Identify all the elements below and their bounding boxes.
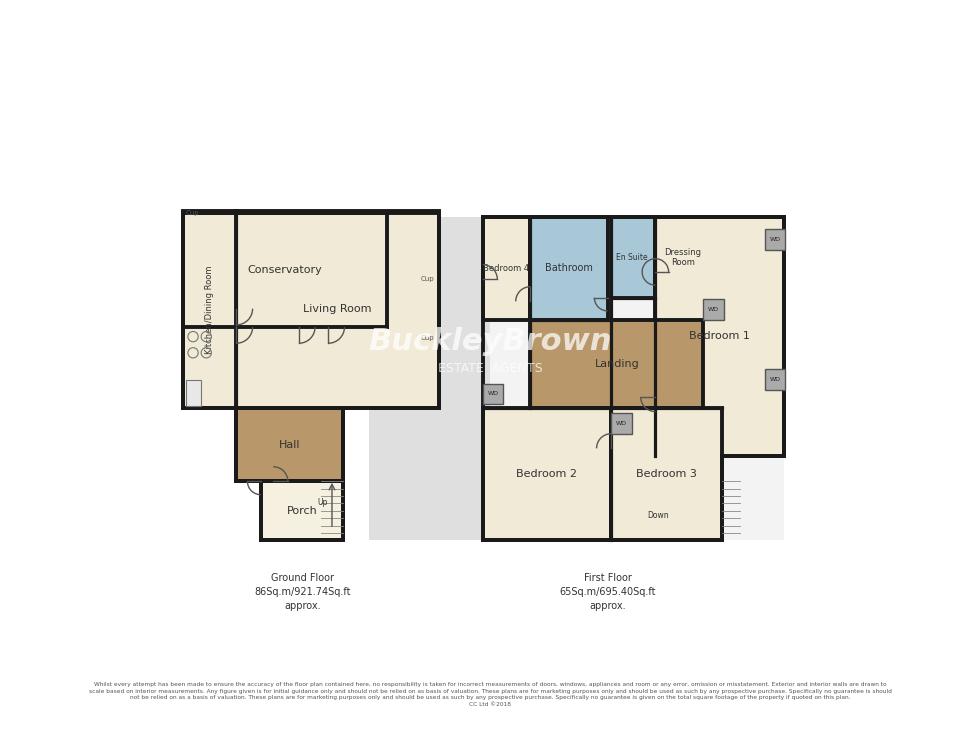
Bar	[703, 299, 723, 320]
Text: Down: Down	[647, 512, 668, 520]
Bar	[612, 413, 632, 434]
Bar	[482, 217, 530, 320]
Text: Bedroom 3: Bedroom 3	[636, 469, 697, 479]
Text: Cup: Cup	[420, 335, 434, 341]
Text: Conservatory: Conservatory	[248, 265, 322, 275]
Bar	[236, 408, 343, 481]
Bar	[236, 211, 439, 408]
Bar	[182, 213, 438, 408]
Bar	[182, 213, 387, 327]
Text: Up: Up	[318, 498, 327, 507]
Text: BuckleyBrown: BuckleyBrown	[368, 327, 612, 356]
Bar	[530, 320, 704, 408]
Text: Porch: Porch	[286, 506, 318, 516]
Bar	[764, 229, 785, 250]
Bar	[368, 217, 784, 540]
Bar	[612, 408, 721, 540]
Text: WD: WD	[769, 237, 781, 242]
Text: ESTATE  AGENTS: ESTATE AGENTS	[438, 362, 542, 376]
Text: En Suite: En Suite	[615, 253, 648, 262]
Text: First Floor
65Sq.m/695.40Sq.ft
approx.: First Floor 65Sq.m/695.40Sq.ft approx.	[560, 573, 656, 611]
Bar	[261, 481, 343, 540]
Bar	[656, 217, 710, 298]
Bar	[764, 369, 785, 390]
Text: WD: WD	[769, 377, 781, 381]
Bar	[608, 217, 656, 298]
Text: Bedroom 1: Bedroom 1	[689, 331, 750, 341]
Bar	[482, 408, 612, 540]
Text: Whilst every attempt has been made to ensure the accuracy of the floor plan cont: Whilst every attempt has been made to en…	[88, 682, 892, 707]
Text: Cup: Cup	[420, 276, 434, 282]
Text: WD: WD	[708, 307, 719, 312]
Bar	[656, 217, 784, 456]
Bar	[182, 211, 236, 408]
Text: Living Room: Living Room	[303, 304, 371, 315]
Text: Bedroom 4: Bedroom 4	[483, 264, 529, 273]
Text: Hall: Hall	[279, 440, 301, 450]
Bar	[368, 217, 490, 540]
Bar	[482, 384, 504, 404]
Text: Kitchen/Dining Room: Kitchen/Dining Room	[205, 265, 214, 354]
Text: Cup: Cup	[185, 210, 199, 216]
Text: Landing: Landing	[595, 359, 639, 369]
Bar	[530, 217, 608, 320]
Text: WD: WD	[616, 421, 627, 426]
Bar	[186, 380, 201, 406]
Text: Bathroom: Bathroom	[545, 263, 593, 273]
Text: WD: WD	[487, 392, 499, 396]
Text: Bedroom 2: Bedroom 2	[516, 469, 577, 479]
Text: Dressing
Room: Dressing Room	[664, 248, 702, 267]
Text: Ground Floor
86Sq.m/921.74Sq.ft
approx.: Ground Floor 86Sq.m/921.74Sq.ft approx.	[255, 573, 351, 611]
